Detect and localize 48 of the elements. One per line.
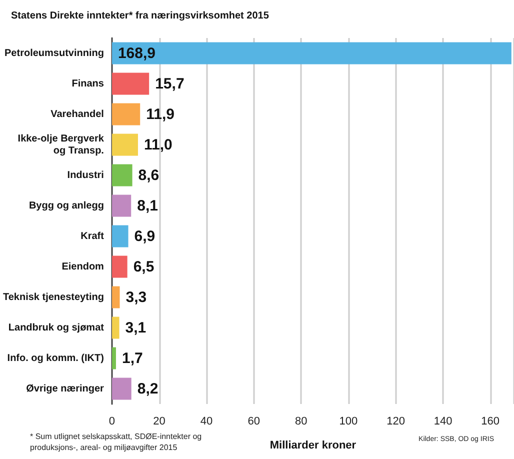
y-tick-label: Kraft — [80, 230, 105, 242]
data-label: 15,7 — [155, 75, 184, 92]
bar — [112, 42, 512, 64]
x-tick-label: 140 — [434, 416, 452, 428]
data-label: 3,3 — [126, 288, 147, 306]
bar — [112, 347, 116, 370]
x-axis-title: Milliarder kroner — [270, 440, 357, 452]
x-tick-label: 120 — [386, 416, 405, 428]
bar — [112, 286, 120, 308]
bar — [112, 134, 138, 156]
bar — [112, 72, 150, 95]
y-tick-label: Varehandel — [50, 108, 104, 120]
x-tick-label: 60 — [248, 416, 260, 428]
text: * Sum utlignet selskapsskatt, SDØE-inntekter og produksjons-, areal- og miljøavgifter 2015 — [30, 432, 204, 452]
data-label: 8,2 — [137, 380, 158, 398]
data-label: 6,5 — [133, 258, 154, 276]
x-tick-label: 40 — [200, 416, 213, 428]
bar — [112, 164, 132, 186]
y-tick-label: Info. og komm. (IKT) — [7, 352, 104, 364]
y-tick-label: Landbruk og sjømat — [8, 322, 105, 334]
y-tick-label: Eiendom — [62, 261, 104, 272]
bar — [112, 256, 128, 278]
data-label: 1,7 — [122, 350, 143, 367]
data-label: 8,1 — [137, 197, 158, 214]
y-tick-label: Industri — [67, 170, 104, 181]
data-label: 3,1 — [125, 319, 146, 336]
y-tick-label: Bygg og anlegg — [28, 200, 104, 212]
y-tick-label: Øvrige næringer — [26, 383, 104, 394]
x-tick-label: 0 — [108, 416, 116, 428]
bar — [112, 194, 132, 217]
data-label: 8,6 — [138, 166, 160, 184]
x-tick-label: 20 — [153, 416, 166, 428]
y-tick-label: Petroleumsutvinning — [4, 48, 104, 59]
bar — [112, 378, 132, 400]
y-tick-label: Finans — [72, 78, 104, 90]
x-tick-label: 160 — [481, 416, 500, 428]
bar — [112, 225, 128, 248]
chart-title: Statens Direkte inntekter* fra næringsvirksomhet 2015 — [11, 10, 270, 22]
x-tick-label: 100 — [339, 416, 358, 428]
data-label: 11,9 — [146, 106, 174, 123]
bar — [112, 316, 120, 339]
x-tick-label: 80 — [295, 416, 308, 428]
bar — [112, 103, 140, 126]
y-tick-label: Ikke-olje Bergverk og Transp. — [18, 133, 104, 156]
y-tick-label: Teknisk tjenesteyting — [2, 292, 104, 303]
data-label: 168,9 — [118, 44, 156, 62]
data-label: 11,0 — [144, 136, 172, 154]
data-label: 6,9 — [134, 228, 156, 245]
